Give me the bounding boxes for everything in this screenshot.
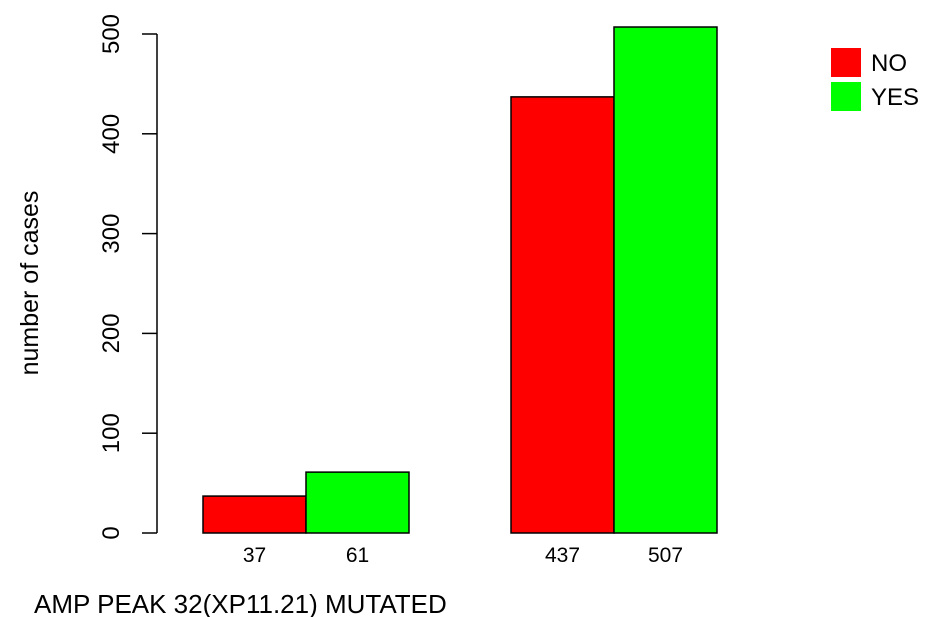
x-axis-label: AMP PEAK 32(XP11.21) MUTATED — [34, 589, 447, 617]
legend-swatch-yes — [831, 82, 861, 111]
y-axis-label: number of cases — [16, 191, 44, 376]
y-tick-label-500: 500 — [98, 14, 125, 54]
y-tick-label-100: 100 — [98, 413, 125, 453]
legend: NO YES — [831, 48, 919, 111]
bar-label-0-1: 61 — [346, 544, 369, 567]
bars-layer — [202, 26, 718, 534]
legend-label-yes: YES — [871, 84, 919, 111]
bar-label-0-0: 37 — [243, 544, 266, 567]
bar-yes-1 — [613, 26, 718, 534]
bar-no-1 — [510, 96, 615, 534]
legend-label-no: NO — [871, 50, 907, 77]
bar-labels: 37 61 437 507 — [243, 544, 683, 567]
y-axis-ticks: 0 100 200 300 400 500 — [98, 14, 157, 540]
bar-label-1-0: 437 — [545, 544, 580, 567]
y-tick-label-0: 0 — [98, 526, 125, 539]
legend-swatch-no — [831, 48, 861, 77]
y-tick-label-200: 200 — [98, 313, 125, 353]
bar-yes-0 — [305, 471, 410, 534]
bar-no-0 — [202, 495, 307, 534]
y-tick-label-400: 400 — [98, 114, 125, 154]
bar-label-1-1: 507 — [648, 544, 683, 567]
y-tick-label-300: 300 — [98, 214, 125, 254]
